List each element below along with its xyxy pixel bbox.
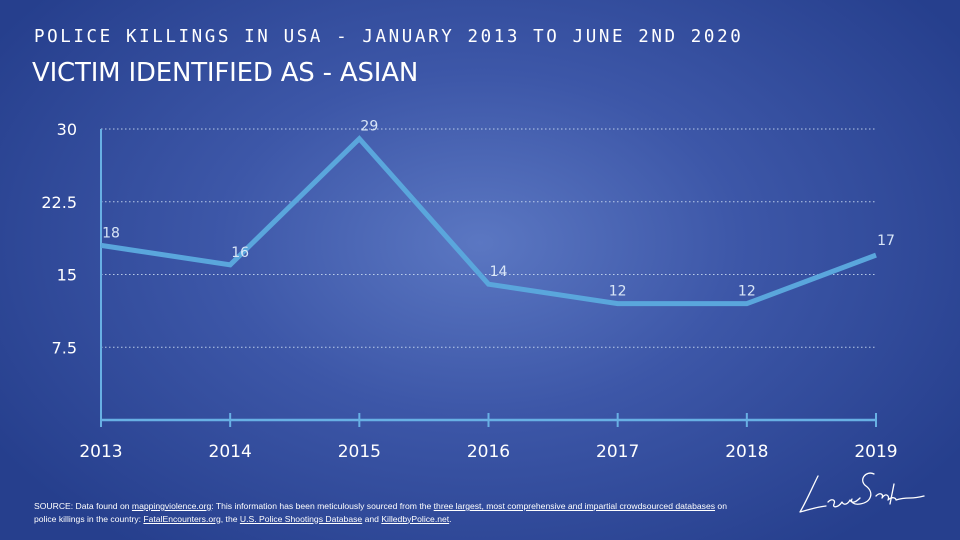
x-tick-label: 2013 bbox=[79, 442, 122, 462]
y-tick-label: 7.5 bbox=[52, 338, 77, 357]
source-text: SOURCE: Data found on bbox=[34, 501, 132, 511]
source-text: , the bbox=[220, 513, 240, 524]
data-label: 29 bbox=[360, 119, 378, 135]
source-link[interactable]: mappingviolence.org bbox=[131, 501, 212, 511]
source-link[interactable]: FatalEncounters.org bbox=[143, 513, 221, 524]
x-tick-label: 2018 bbox=[725, 442, 768, 462]
data-label: 16 bbox=[231, 245, 249, 261]
source-text: on police killings in the country: bbox=[34, 501, 727, 524]
source-note: SOURCE: Data found on mappingviolence.or… bbox=[34, 500, 734, 525]
source-link[interactable]: three largest, most comprehensive and im… bbox=[433, 501, 716, 511]
data-label: 17 bbox=[877, 233, 895, 249]
data-label: 14 bbox=[490, 264, 508, 280]
x-tick-label: 2014 bbox=[209, 442, 252, 462]
signature-icon bbox=[799, 472, 925, 513]
x-tick-label: 2016 bbox=[467, 442, 510, 462]
x-tick-label: 2019 bbox=[854, 442, 897, 462]
source-text: . bbox=[449, 513, 452, 524]
data-label: 12 bbox=[609, 284, 627, 300]
source-link[interactable]: U.S. Police Shootings Database bbox=[239, 513, 363, 524]
chart-kicker: POLICE KILLINGS IN USA - JANUARY 2013 TO… bbox=[34, 27, 744, 47]
y-tick-label: 22.5 bbox=[41, 193, 77, 212]
series-line bbox=[100, 135, 877, 307]
source-link[interactable]: KilledbyPolice.net bbox=[381, 513, 450, 524]
source-text: : This information has been meticulously… bbox=[211, 501, 434, 511]
y-tick-label: 30 bbox=[57, 120, 77, 139]
data-label: 12 bbox=[738, 284, 756, 300]
source-text: and bbox=[362, 513, 382, 524]
y-tick-label: 15 bbox=[57, 266, 77, 285]
x-tick-label: 2015 bbox=[338, 442, 381, 462]
chart-title: VICTIM IDENTIFIED AS - ASIAN bbox=[32, 58, 419, 88]
data-label: 18 bbox=[102, 225, 120, 241]
x-tick-label: 2017 bbox=[596, 442, 639, 462]
